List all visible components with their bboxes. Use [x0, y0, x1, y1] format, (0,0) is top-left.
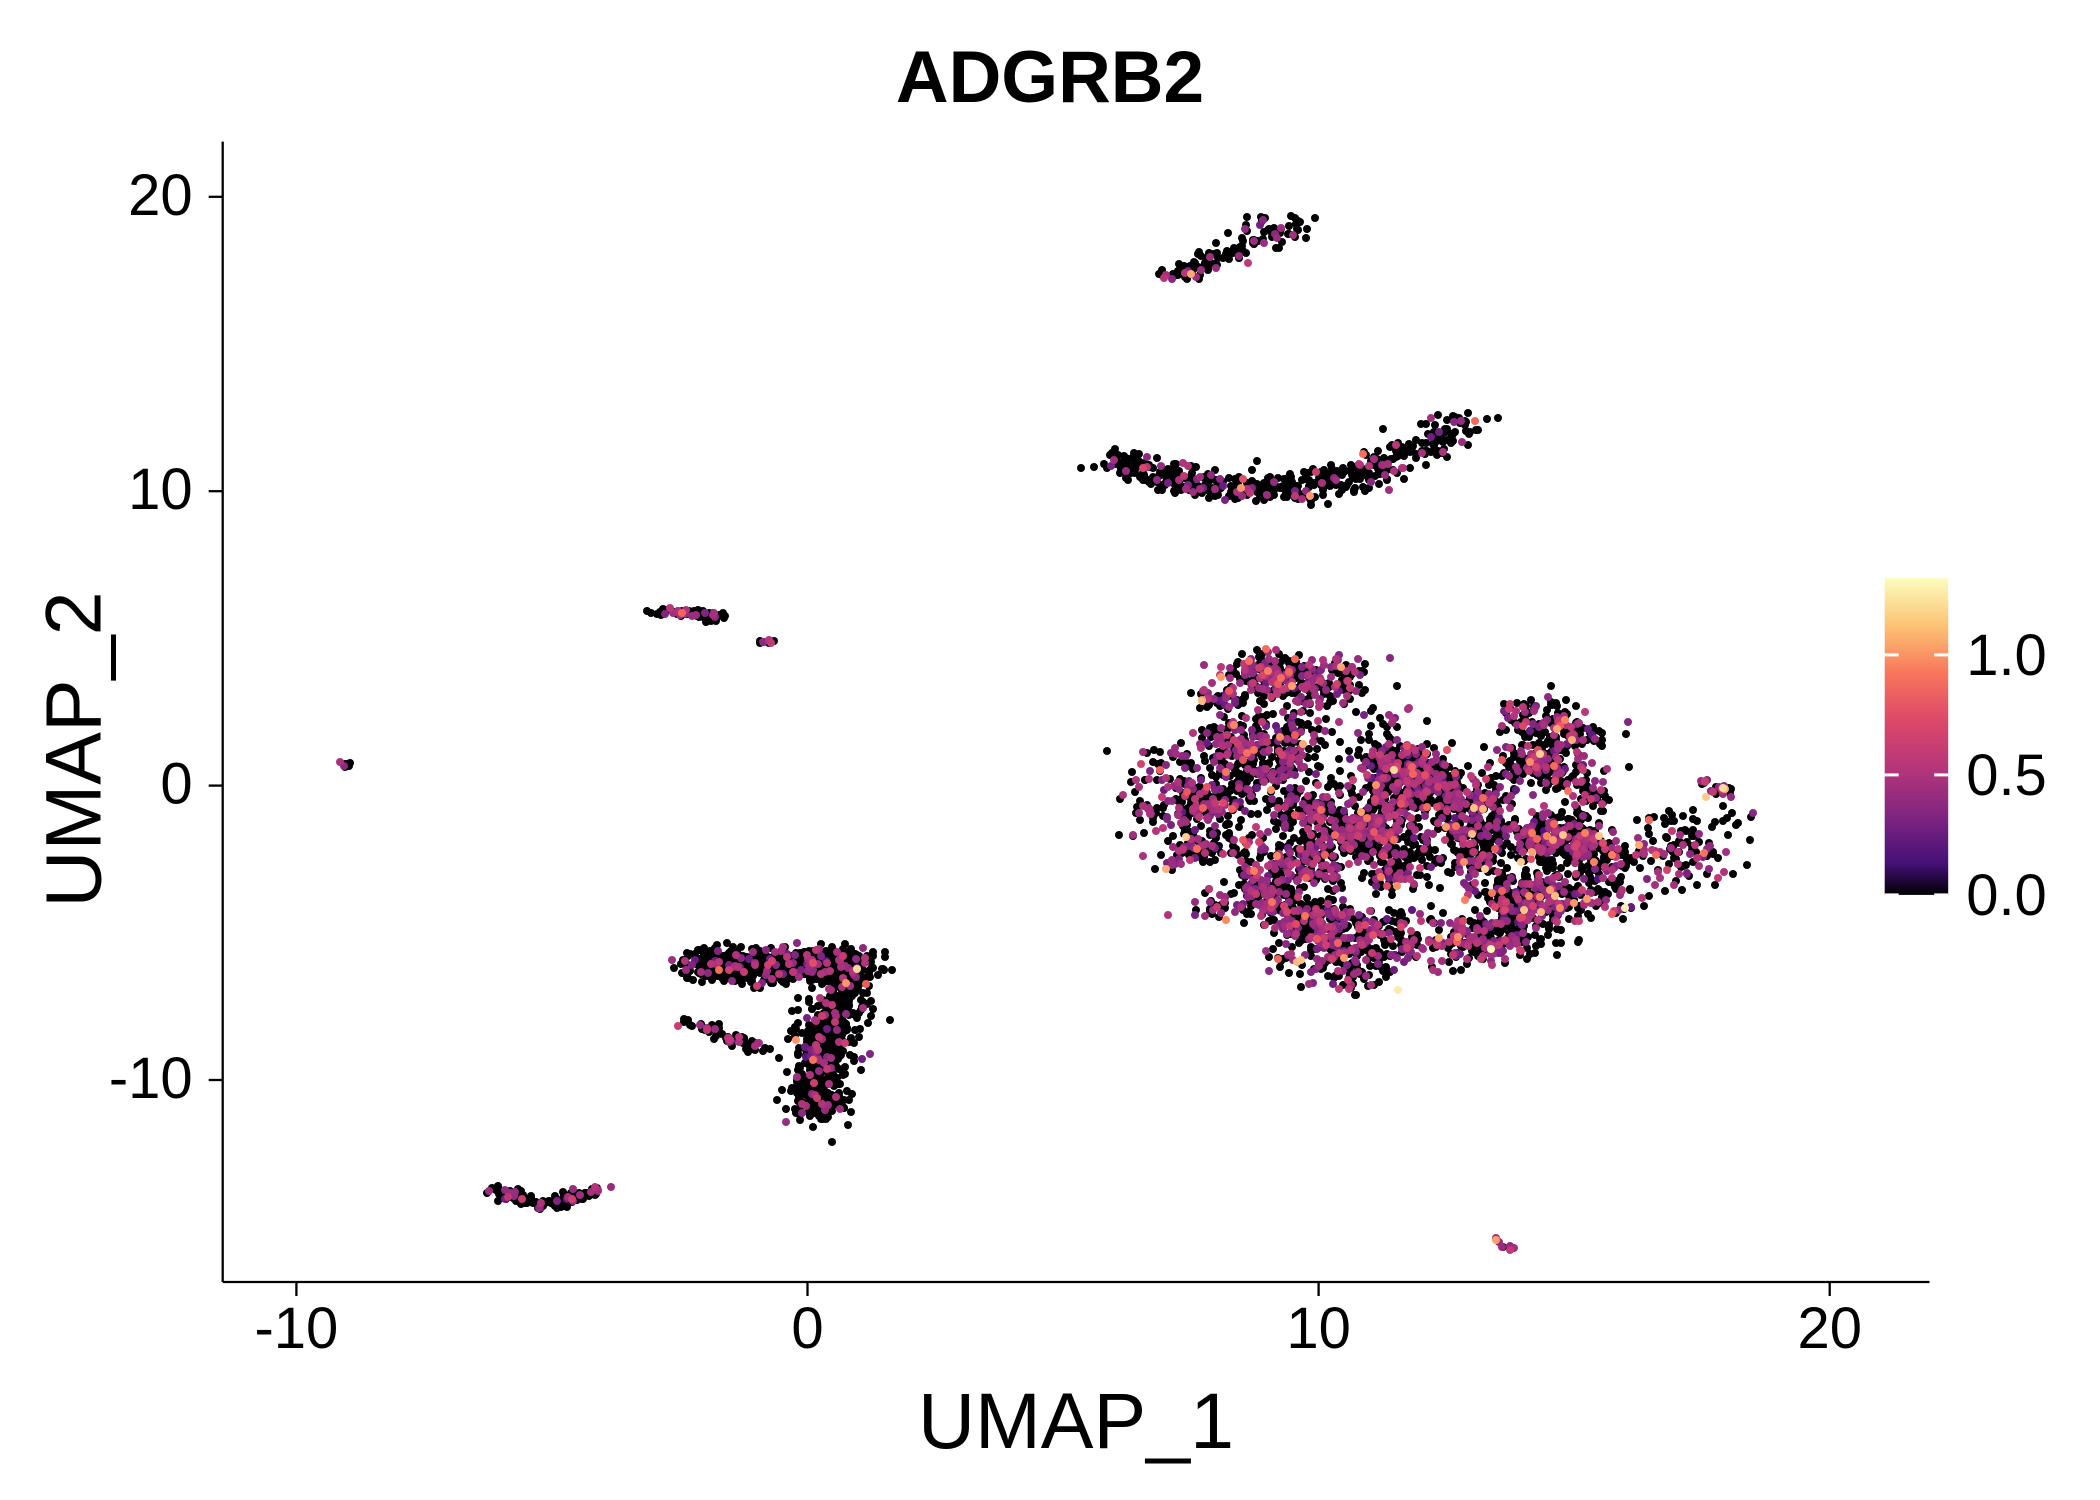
svg-text:0: 0 — [160, 752, 192, 817]
svg-text:1.0: 1.0 — [1966, 623, 2047, 688]
svg-text:20: 20 — [128, 163, 193, 228]
svg-text:20: 20 — [1797, 1296, 1862, 1361]
svg-text:0.0: 0.0 — [1966, 863, 2047, 928]
svg-text:0.5: 0.5 — [1966, 743, 2047, 808]
svg-text:-10: -10 — [254, 1296, 338, 1361]
svg-text:-10: -10 — [109, 1046, 193, 1111]
svg-text:10: 10 — [1286, 1296, 1351, 1361]
svg-text:10: 10 — [128, 457, 193, 522]
svg-text:0: 0 — [791, 1296, 823, 1361]
